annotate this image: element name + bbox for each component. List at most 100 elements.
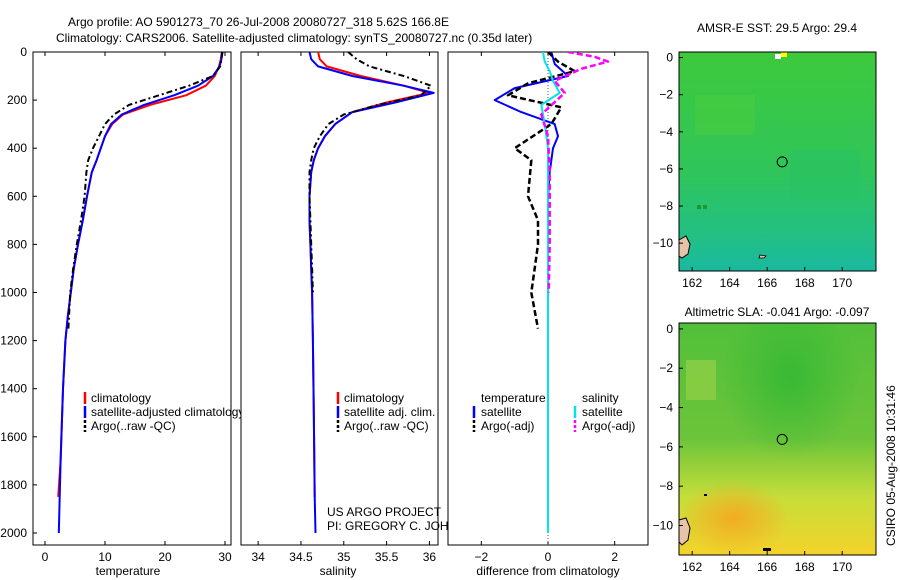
legend-sal-satellite-label: satellite <box>582 405 623 419</box>
map-x-tick-label: 170 <box>832 276 852 290</box>
difference-legend: temperature salinity satellite Argo(-adj… <box>472 391 635 433</box>
sla-map-title: Altimetric SLA: -0.041 Argo: -0.097 <box>685 305 870 319</box>
sst-map-land <box>781 52 787 57</box>
x-tick-label: 0 <box>545 550 552 564</box>
x-tick-label: 35.5 <box>375 550 399 564</box>
temperature-axes-box <box>32 51 232 546</box>
sla-map-green-blob <box>720 323 876 503</box>
sla-map-pale-patch <box>686 360 716 400</box>
y-tick-label: 2000 <box>0 526 27 540</box>
x-tick-label: 30 <box>218 550 232 564</box>
salinity-panel: 34 34.5 35 35.5 36 salinity climatology sate… <box>240 51 483 578</box>
sst-map-frame <box>678 51 877 272</box>
legend-climatology-label: climatology <box>91 391 151 405</box>
sla-map-ticks: 162 164 166 168 170 0 −2 −4 −6 −8 −10 <box>653 322 853 574</box>
figure-title-line2: Climatology: CARS2006. Satellite-adjuste… <box>56 31 532 45</box>
series-line-salinity-satellite <box>540 52 561 533</box>
map-x-tick-label: 166 <box>757 560 777 574</box>
y-tick-label: 1800 <box>0 478 27 492</box>
map-y-tick-label: −4 <box>659 401 673 415</box>
y-tick-label: 800 <box>7 237 27 251</box>
sst-map-patch <box>695 95 755 135</box>
map-x-tick-label: 170 <box>832 560 852 574</box>
legend-header-temperature: temperature <box>481 391 546 405</box>
legend-temp-argo-label: Argo(-adj) <box>481 419 534 433</box>
temperature-xlabel: temperature <box>96 564 161 578</box>
sla-map-speck <box>763 548 771 551</box>
x-tick-label: 2 <box>611 550 618 564</box>
x-tick-label: 10 <box>98 550 112 564</box>
x-tick-label: −2 <box>474 550 488 564</box>
sst-map-coast <box>758 254 767 259</box>
salinity-lines <box>308 52 435 534</box>
legend-sal-argo-label: Argo(-adj) <box>582 419 635 433</box>
map-y-tick-label: −10 <box>653 519 674 533</box>
x-tick-label: 20 <box>158 550 172 564</box>
sla-map-frame <box>678 322 877 556</box>
sla-map-panel: Altimetric SLA: -0.041 Argo: -0.097 162 1… <box>653 305 877 574</box>
sst-map-land <box>775 54 781 59</box>
x-tick-label: 34.5 <box>289 550 313 564</box>
sla-map-speck <box>704 494 707 496</box>
map-y-tick-label: −8 <box>659 479 673 493</box>
figure-title-line1: Argo profile: AO 5901273_70 26-Jul-2008 … <box>68 15 449 29</box>
series-line-temperature-argo-adj <box>506 52 576 329</box>
legend-header-salinity: salinity <box>582 391 619 405</box>
map-y-tick-label: −2 <box>659 88 673 102</box>
y-tick-label: 400 <box>7 141 27 155</box>
series-line-satellite-adjusted-climatology <box>57 52 224 534</box>
credits-line2: PI: GREGORY C. JOHNSON <box>327 519 483 533</box>
y-tick-label: 1000 <box>0 285 27 299</box>
sst-map-profile-marker <box>776 156 788 168</box>
map-x-tick-label: 166 <box>757 276 777 290</box>
map-x-tick-label: 162 <box>682 276 702 290</box>
map-x-tick-label: 168 <box>795 276 815 290</box>
difference-xlabel: difference from climatology <box>476 564 619 578</box>
x-tick-label: 0 <box>42 550 49 564</box>
map-x-tick-label: 162 <box>682 560 702 574</box>
y-tick-label: 0 <box>20 45 27 59</box>
salinity-xlabel: salinity <box>320 564 357 578</box>
map-y-tick-label: −4 <box>659 125 673 139</box>
legend-argo-label: Argo(..raw -QC) <box>344 419 429 433</box>
sst-map-panel: AMSR-E SST: 29.5 Argo: 29.4 162 164 166 168… <box>653 21 877 290</box>
sst-map-ticks: 162 164 166 168 170 0 −2 −4 −6 −8 −10 <box>653 51 853 290</box>
map-y-tick-label: −10 <box>653 236 674 250</box>
map-y-tick-label: −6 <box>659 162 673 176</box>
map-y-tick-label: 0 <box>666 51 673 65</box>
x-tick-label: 36 <box>423 550 437 564</box>
series-line-argo-raw-qc <box>67 52 223 329</box>
difference-panel: −2 0 2 difference from climatology tempera… <box>447 51 649 578</box>
temperature-ticks: 0 10 20 30 0 200 400 600 800 1000 1200 1400 1600 1800… <box>0 45 232 564</box>
difference-lines <box>493 52 610 545</box>
y-tick-label: 1600 <box>0 430 27 444</box>
sst-map-patch <box>790 150 860 200</box>
legend-temp-satellite-label: satellite <box>481 405 522 419</box>
map-y-tick-label: −8 <box>659 199 673 213</box>
map-y-tick-label: −2 <box>659 361 673 375</box>
temperature-legend: climatology satellite-adjusted climatolo… <box>83 391 244 433</box>
temperature-panel: 0 10 20 30 0 200 400 600 800 1000 1200 1400 1600 1800… <box>0 45 244 578</box>
series-line-salinity-argo-adj <box>540 52 610 293</box>
salinity-axes-box <box>240 51 439 546</box>
salinity-legend: climatology satellite adj. clim. Argo(..… <box>336 391 435 433</box>
legend-argo-label: Argo(..raw -QC) <box>91 419 176 433</box>
map-y-tick-label: 0 <box>666 322 673 336</box>
y-tick-label: 200 <box>7 93 27 107</box>
legend-climatology-label: climatology <box>344 391 404 405</box>
temperature-lines <box>57 52 224 534</box>
y-tick-label: 1200 <box>0 334 27 348</box>
sst-map-speck <box>697 205 701 209</box>
map-x-tick-label: 164 <box>720 276 740 290</box>
sla-map-orange-blob <box>679 480 789 555</box>
credits-line1: US ARGO PROJECT <box>327 505 442 519</box>
legend-satellite-label: satellite adj. clim. <box>344 405 435 419</box>
x-tick-label: 34 <box>251 550 265 564</box>
series-line-satellite-adj-clim <box>308 52 435 534</box>
y-tick-label: 600 <box>7 189 27 203</box>
x-tick-label: 35 <box>337 550 351 564</box>
y-tick-label: 1400 <box>0 382 27 396</box>
side-timestamp: CSIRO 05-Aug-2008 10:31:46 <box>884 385 898 546</box>
sst-map-speck <box>703 205 707 209</box>
